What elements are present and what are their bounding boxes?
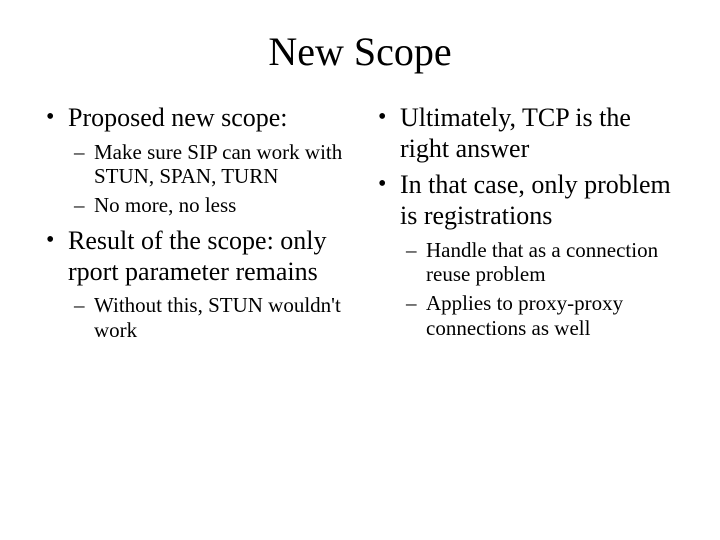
left-column: Proposed new scope: Make sure SIP can wo… [40, 103, 360, 351]
subbullet: No more, no less [68, 193, 348, 218]
subbullets-result-scope: Without this, STUN wouldn't work [40, 293, 348, 343]
subbullets-proposed-scope: Make sure SIP can work with STUN, SPAN, … [40, 140, 348, 218]
bullet-result-scope: Result of the scope: only rport paramete… [40, 226, 348, 287]
bullet-registrations: In that case, only problem is registrati… [372, 170, 680, 231]
bullet-proposed-scope: Proposed new scope: [40, 103, 348, 134]
subbullet: Without this, STUN wouldn't work [68, 293, 348, 343]
slide-title: New Scope [0, 0, 720, 85]
subbullet: Handle that as a connection reuse proble… [400, 238, 680, 288]
subbullet: Make sure SIP can work with STUN, SPAN, … [68, 140, 348, 190]
right-column: Ultimately, TCP is the right answer In t… [360, 103, 680, 351]
slide: New Scope Proposed new scope: Make sure … [0, 0, 720, 540]
bullet-tcp-answer: Ultimately, TCP is the right answer [372, 103, 680, 164]
slide-body: Proposed new scope: Make sure SIP can wo… [0, 85, 720, 351]
subbullet: Applies to proxy-proxy connections as we… [400, 291, 680, 341]
subbullets-registrations: Handle that as a connection reuse proble… [372, 238, 680, 341]
